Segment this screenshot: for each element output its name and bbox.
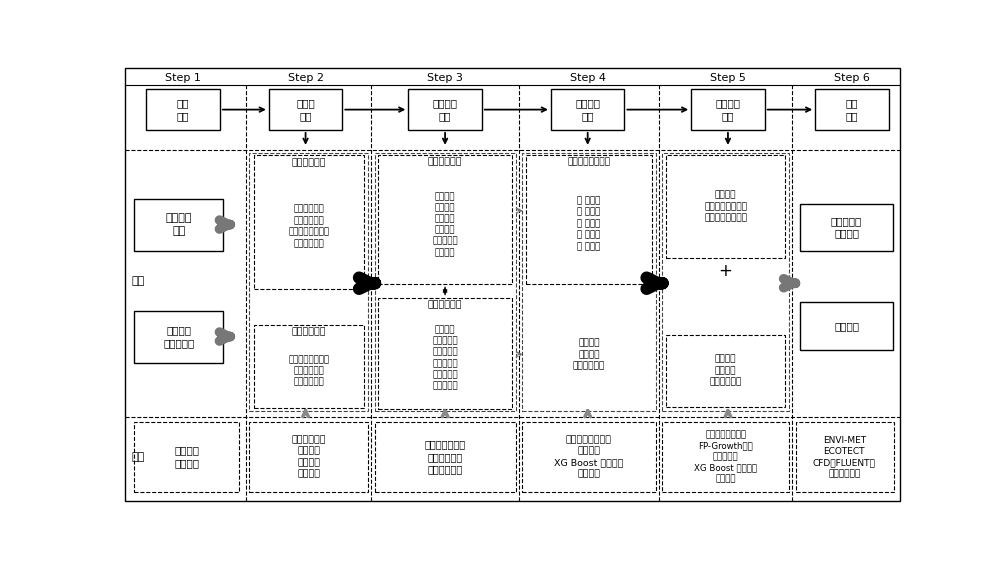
Text: 空间尺度
空间适应性
空间绿视度
空间可视性
空间可达性
环境舒适度: 空间尺度 空间适应性 空间绿视度 空间可视性 空间可达性 环境舒适度 (432, 325, 458, 390)
Text: 眼 动数据
脑 电数据
皮 电数据
肌 电数据
心 电数据: 眼 动数据 脑 电数据 皮 电数据 肌 电数据 心 电数据 (577, 196, 600, 251)
Text: 技术: 技术 (131, 452, 144, 462)
Bar (551, 89, 624, 130)
Text: 影响机制
影响因素降维模块
因素关联比对模块: 影响机制 影响因素降维模块 因素关联比对模块 (704, 190, 747, 222)
Bar (378, 298, 512, 409)
Text: 动态模型
构建: 动态模型 构建 (575, 99, 600, 121)
Text: 形态与活力
关联机制: 形态与活力 关联机制 (831, 216, 862, 239)
Bar (662, 153, 789, 412)
Text: +: + (719, 262, 733, 280)
Bar (378, 155, 512, 284)
Text: 空间形态指标: 空间形态指标 (428, 157, 462, 166)
Bar (800, 302, 893, 350)
Bar (134, 422, 239, 491)
Text: 内容: 内容 (131, 276, 144, 286)
Text: 空间形态数据: 空间形态数据 (291, 158, 326, 167)
Bar (796, 422, 894, 491)
Bar (662, 422, 789, 491)
Text: 空间活力数据: 空间活力数据 (291, 327, 326, 336)
Text: 物理感知
空间感知
感知影响因素: 物理感知 空间感知 感知影响因素 (573, 338, 605, 370)
Text: Step 6: Step 6 (834, 73, 870, 83)
Text: ENVI-MET
ECOTECT
CFD（FLUENT）
量化模拟分析: ENVI-MET ECOTECT CFD（FLUENT） 量化模拟分析 (813, 436, 876, 478)
Text: 开放地图数据
空间形态数据
空间形态图示数据
物理环境数据: 开放地图数据 空间形态数据 空间形态图示数据 物理环境数据 (288, 204, 329, 248)
Text: Step 1: Step 1 (165, 73, 201, 83)
Bar (254, 155, 364, 289)
Bar (666, 334, 785, 407)
Bar (375, 422, 516, 491)
Bar (522, 422, 656, 491)
Bar (800, 204, 893, 251)
Bar (666, 155, 785, 258)
Text: 建筑布局
空间组织
景观结构
垂直界面
场地下垫面
物理环境: 建筑布局 空间组织 景观结构 垂直界面 场地下垫面 物理环境 (432, 193, 458, 257)
Text: 反馈机制
反馈参数
定量分析模块: 反馈机制 反馈参数 定量分析模块 (709, 355, 742, 387)
Text: Step 5: Step 5 (710, 73, 746, 83)
Text: 随机森林数据挖掘
数据匹配
XG Boost 机器学习
算法建模: 随机森林数据挖掘 数据匹配 XG Boost 机器学习 算法建模 (554, 436, 624, 478)
Bar (249, 153, 368, 412)
Text: 关键指标
确定: 关键指标 确定 (433, 99, 458, 121)
Text: 数据库
建构: 数据库 建构 (296, 99, 315, 121)
Text: 人体感知实测数据: 人体感知实测数据 (567, 157, 610, 166)
Text: 空间形态
实测: 空间形态 实测 (166, 213, 192, 236)
Text: 优化模式: 优化模式 (834, 321, 859, 331)
Bar (815, 89, 889, 130)
Text: 关联机制
研究: 关联机制 研究 (715, 99, 740, 121)
Bar (526, 155, 652, 284)
Text: 总结
优化: 总结 优化 (846, 99, 858, 121)
Bar (375, 153, 516, 412)
Text: 空间活力指标: 空间活力指标 (428, 300, 462, 309)
Text: Step 4: Step 4 (570, 73, 606, 83)
Text: 几何精度矫正
图像增强
数据匹配
数据查重: 几何精度矫正 图像增强 数据匹配 数据查重 (291, 436, 326, 478)
Text: Step 3: Step 3 (427, 73, 463, 83)
Text: 使用人群数量数据
使用人群特征
活动类型数据: 使用人群数量数据 使用人群特征 活动类型数据 (288, 355, 329, 387)
Bar (269, 89, 342, 130)
Bar (134, 199, 223, 251)
Bar (134, 311, 223, 363)
Bar (522, 153, 656, 412)
Bar (249, 422, 368, 491)
Text: 实证
调研: 实证 调研 (177, 99, 189, 121)
Bar (146, 89, 220, 130)
Text: 实证调研
量化研究: 实证调研 量化研究 (174, 446, 199, 468)
Text: 活力地图
绘制与分析: 活力地图 绘制与分析 (163, 325, 194, 348)
Text: 主成分分析法降维
FP-Growth算法
关联性分析
XG Boost 机器学习
算法建模: 主成分分析法降维 FP-Growth算法 关联性分析 XG Boost 机器学习… (694, 430, 757, 484)
Text: 数据关联性分析
参考案例对比
参考指标对比: 数据关联性分析 参考案例对比 参考指标对比 (425, 440, 466, 474)
Bar (408, 89, 482, 130)
Text: Step 2: Step 2 (288, 73, 324, 83)
Bar (691, 89, 765, 130)
Bar (254, 325, 364, 408)
